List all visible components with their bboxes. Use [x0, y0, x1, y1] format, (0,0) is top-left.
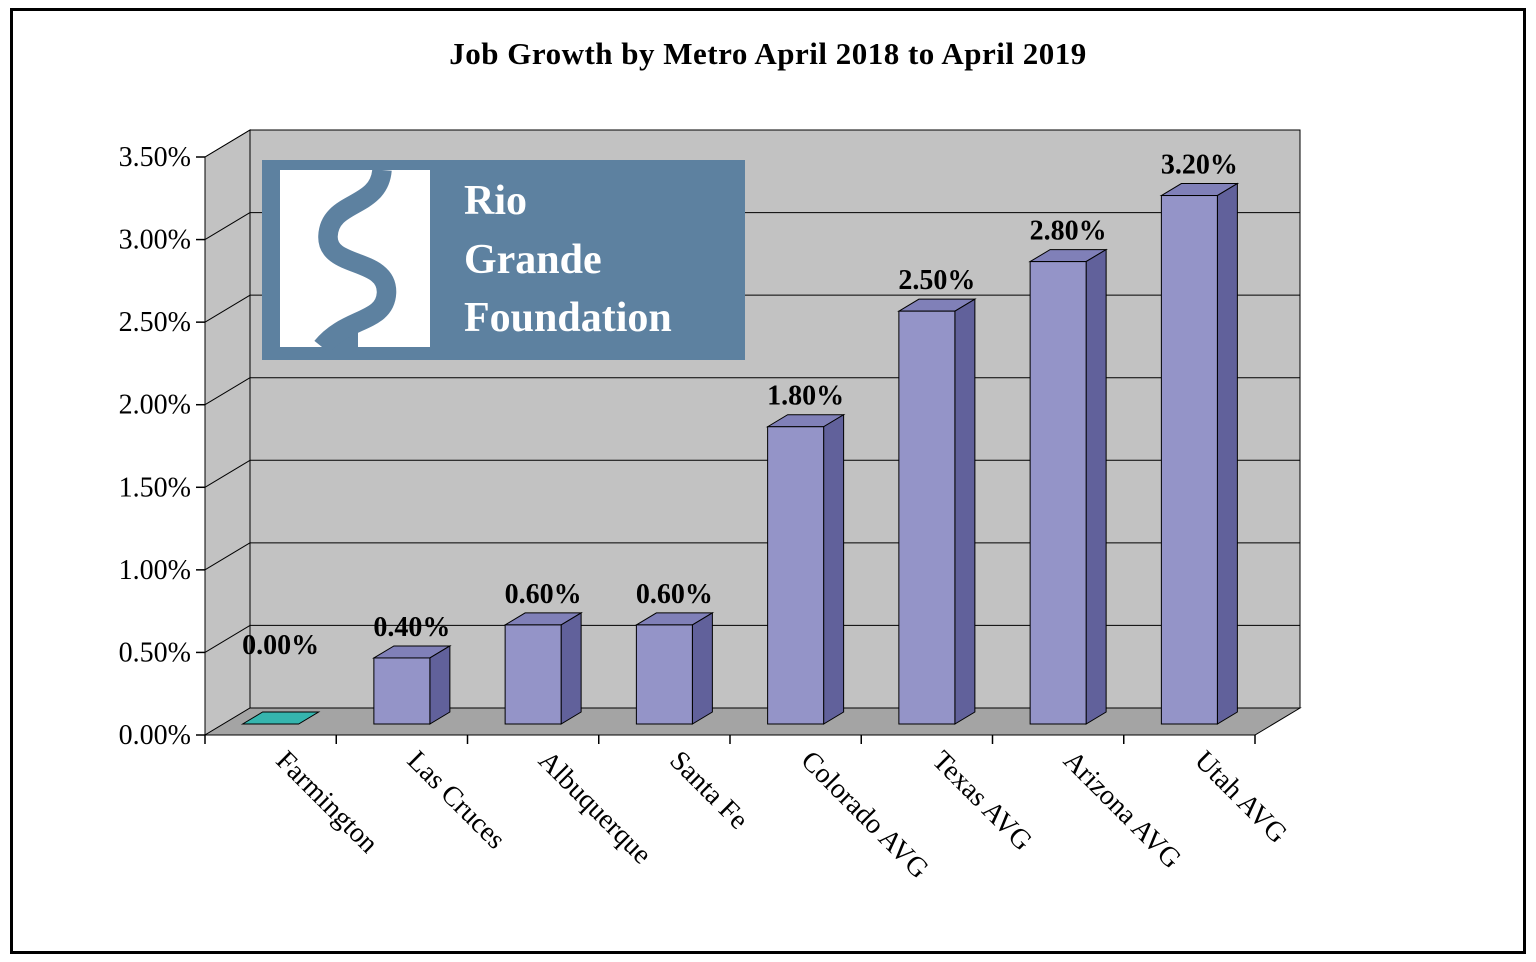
bar-side-face	[560, 612, 582, 725]
bar-side-face	[429, 645, 451, 725]
river-curve	[314, 170, 397, 350]
category-label: Arizona AVG	[1057, 745, 1187, 875]
y-tick-label: 3.00%	[119, 225, 191, 256]
chart-title: Job Growth by Metro April 2018 to April …	[449, 36, 1087, 71]
gridline-side	[204, 459, 251, 488]
value-label: 3.20%	[1161, 150, 1238, 181]
y-tick-label: 3.50%	[119, 142, 191, 173]
bar	[898, 310, 956, 725]
y-tick-label: 1.50%	[119, 472, 191, 503]
value-label: 0.60%	[636, 579, 713, 610]
logo-line-1: Rio	[464, 177, 527, 224]
y-tick-label: 1.00%	[119, 555, 191, 586]
river-logo-icon	[280, 170, 430, 350]
category-label: Albuquerque	[532, 745, 657, 870]
gridline-side	[204, 377, 251, 406]
gridline-side	[204, 542, 251, 571]
bar-side-face	[1085, 248, 1107, 725]
value-label: 1.80%	[767, 381, 844, 412]
gridline-side	[204, 129, 251, 158]
logo-line-3: Foundation	[464, 295, 672, 342]
bar	[1029, 261, 1087, 725]
category-label: Colorado AVG	[795, 745, 935, 885]
y-tick-label: 0.00%	[119, 720, 191, 751]
floor	[203, 707, 1302, 736]
value-label: 2.50%	[898, 265, 975, 296]
bar-side-face	[691, 612, 713, 725]
y-tick-label: 2.00%	[119, 390, 191, 421]
gridline-side	[204, 294, 251, 323]
gridline-side	[204, 212, 251, 241]
bar-side-face	[823, 413, 845, 725]
bar-zero	[240, 711, 321, 725]
value-label: 2.80%	[1030, 216, 1107, 247]
category-label: Texas AVG	[926, 745, 1038, 857]
bar	[1160, 195, 1218, 725]
category-label: Santa Fe	[663, 745, 754, 836]
gridline-side	[204, 624, 251, 653]
category-label: Utah AVG	[1188, 745, 1293, 850]
rio-grande-foundation-logo: Rio Grande Foundation	[262, 160, 745, 360]
logo-line-2: Grande	[464, 236, 602, 283]
bar	[373, 657, 431, 725]
category-label: Farmington	[270, 745, 384, 859]
value-label: 0.60%	[505, 579, 582, 610]
logo-text: Rio Grande Foundation	[464, 172, 672, 348]
bar	[767, 426, 825, 725]
category-label: Las Cruces	[401, 745, 511, 855]
y-tick-label: 0.50%	[119, 637, 191, 668]
value-label: 0.00%	[242, 630, 319, 661]
bar	[504, 624, 562, 725]
value-label: 0.40%	[373, 612, 450, 643]
bar-side-face	[954, 298, 976, 725]
bar-side-face	[1216, 182, 1238, 725]
y-tick-label: 2.50%	[119, 307, 191, 338]
bar	[635, 624, 693, 725]
